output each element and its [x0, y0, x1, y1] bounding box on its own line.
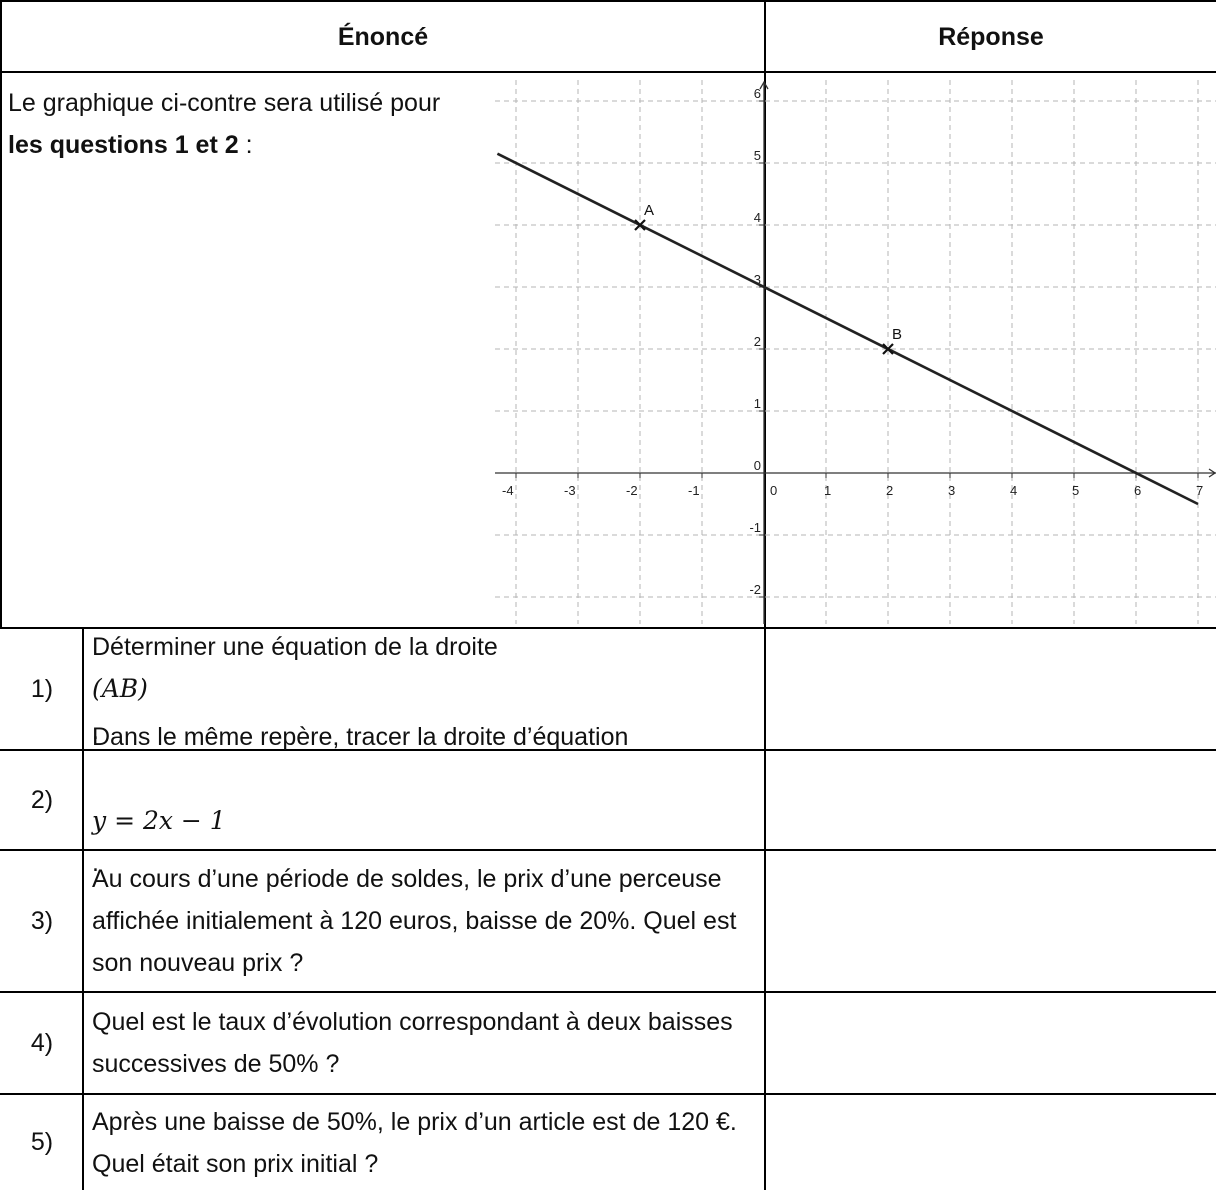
question-4-text-content: Quel est le taux d’évolution corresponda… [92, 1008, 733, 1078]
table-border-graph [0, 627, 1216, 629]
question-5-text: Après une baisse de 50%, le prix d’un ar… [92, 1095, 757, 1190]
y-tick-label: 6 [754, 86, 761, 101]
y-axis-arrow [759, 80, 769, 90]
point-a-label: A [644, 202, 654, 219]
question-2-line1: Dans le même repère, tracer la droite d’… [92, 723, 629, 751]
question-1-text-part1: Déterminer une équation de la droite [92, 633, 498, 661]
point-cross-stroke [634, 219, 646, 231]
graph-intro: Le graphique ci-contre sera utilisé pour… [8, 82, 478, 166]
table-border-q4 [0, 1093, 1216, 1095]
x-axis-arrow [1208, 468, 1216, 478]
x-tick-label: 1 [824, 483, 831, 498]
question-4-number: 4) [30, 1028, 54, 1057]
table-border-left-top [0, 0, 2, 629]
x-tick-label: -2 [626, 483, 638, 498]
table-border-q3 [0, 991, 1216, 993]
table-border-q1 [0, 749, 1216, 751]
graph-intro-bold: les questions 1 et 2 [8, 131, 239, 159]
line-ab [496, 152, 1199, 506]
point-a-marker [634, 219, 646, 231]
x-tick-label: 4 [1010, 483, 1017, 498]
x-tick-label: 5 [1072, 483, 1079, 498]
answer-cell-1[interactable] [766, 629, 1216, 749]
answer-cell-4[interactable] [766, 993, 1216, 1093]
question-1-number: 1) [30, 674, 54, 703]
chart-series [496, 152, 1199, 506]
x-tick-label: 2 [886, 483, 893, 498]
answer-cell-3[interactable] [766, 851, 1216, 991]
x-tick-label: 6 [1134, 483, 1141, 498]
x-tick-label: 0 [770, 483, 777, 498]
y-tick-label: 2 [754, 334, 761, 349]
answer-cell-2[interactable] [766, 751, 1216, 849]
y-tick-label: 3 [754, 272, 761, 287]
question-5-text-content: Après une baisse de 50%, le prix d’un ar… [92, 1107, 737, 1178]
question-3-number: 3) [30, 906, 54, 935]
y-tick-label: 4 [754, 210, 761, 225]
y-tick-label: 1 [754, 396, 761, 411]
question-1-text: Déterminer une équation de la droite (AB… [92, 629, 757, 749]
question-2-number: 2) [30, 785, 54, 814]
point-cross-stroke [882, 343, 894, 355]
point-b-label: B [892, 326, 902, 343]
graph-intro-text: Le graphique ci-contre sera utilisé pour [8, 89, 441, 117]
question-5-number: 5) [30, 1128, 54, 1156]
table-border-top [0, 0, 1216, 2]
question-4-text: Quel est le taux d’évolution corresponda… [92, 993, 757, 1093]
answer-cell-5[interactable] [766, 1095, 1216, 1190]
table-border-left [82, 627, 84, 1190]
x-tick-label: 3 [948, 483, 955, 498]
point-b-marker [882, 343, 894, 355]
graph-intro-colon: : [238, 131, 253, 159]
x-tick-label: -4 [502, 483, 514, 498]
question-1-math: (AB) [92, 674, 148, 703]
question-2-text: Dans le même repère, tracer la droite d’… [92, 723, 757, 877]
table-border-q2 [0, 849, 1216, 851]
table-border-middle [764, 0, 766, 1190]
y-tick-label: 5 [754, 148, 761, 163]
question-2-after: . [92, 849, 99, 877]
x-tick-label: 7 [1196, 483, 1203, 498]
chart-tick-labels: -4 -3 -2 -1 0 1 2 3 4 5 6 7 -2 -1 0 1 2 3 4 5 6 [502, 86, 1203, 597]
x-tick-label: -3 [564, 483, 576, 498]
header-answer: Réponse [938, 22, 1044, 51]
question-3-text-content: Au cours d’une période de soldes, le pri… [92, 865, 737, 977]
question-3-text: Au cours d’une période de soldes, le pri… [92, 851, 757, 991]
question-1-text-part2: . [92, 717, 99, 745]
chart-points: AB [634, 202, 902, 355]
y-tick-label: -1 [749, 520, 761, 535]
x-tick-label: -1 [688, 483, 700, 498]
question-2-math: y = 2x − 1 [92, 806, 226, 835]
header-statement: Énoncé [337, 22, 429, 51]
y-tick-label: -2 [749, 582, 761, 597]
y-tick-label: 0 [754, 458, 761, 473]
chart-grid [495, 80, 1216, 624]
table-border-header [0, 71, 1216, 73]
